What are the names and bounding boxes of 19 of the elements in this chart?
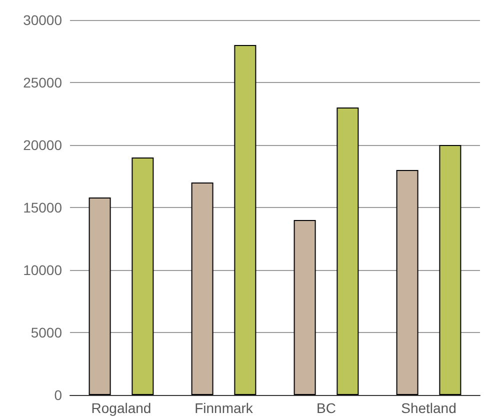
y-tick-label: 5000 <box>30 324 62 340</box>
bar <box>294 220 316 395</box>
x-tick-label: BC <box>316 400 336 416</box>
bar <box>234 45 256 395</box>
bar <box>88 198 111 395</box>
bar <box>396 170 418 395</box>
x-tick-label: Finnmark <box>194 400 254 416</box>
y-tick-label: 0 <box>54 387 62 403</box>
bar <box>191 182 214 395</box>
y-tick-label: 20000 <box>23 137 62 153</box>
bar <box>336 108 359 395</box>
y-tick-label: 30000 <box>23 12 62 28</box>
y-tick-label: 25000 <box>23 74 62 90</box>
y-tick-label: 10000 <box>23 262 62 278</box>
bar <box>132 158 154 395</box>
y-tick-label: 15000 <box>23 200 62 216</box>
x-tick-label: Shetland <box>401 400 456 416</box>
x-tick-label: Rogaland <box>91 400 152 416</box>
bar <box>439 145 462 395</box>
